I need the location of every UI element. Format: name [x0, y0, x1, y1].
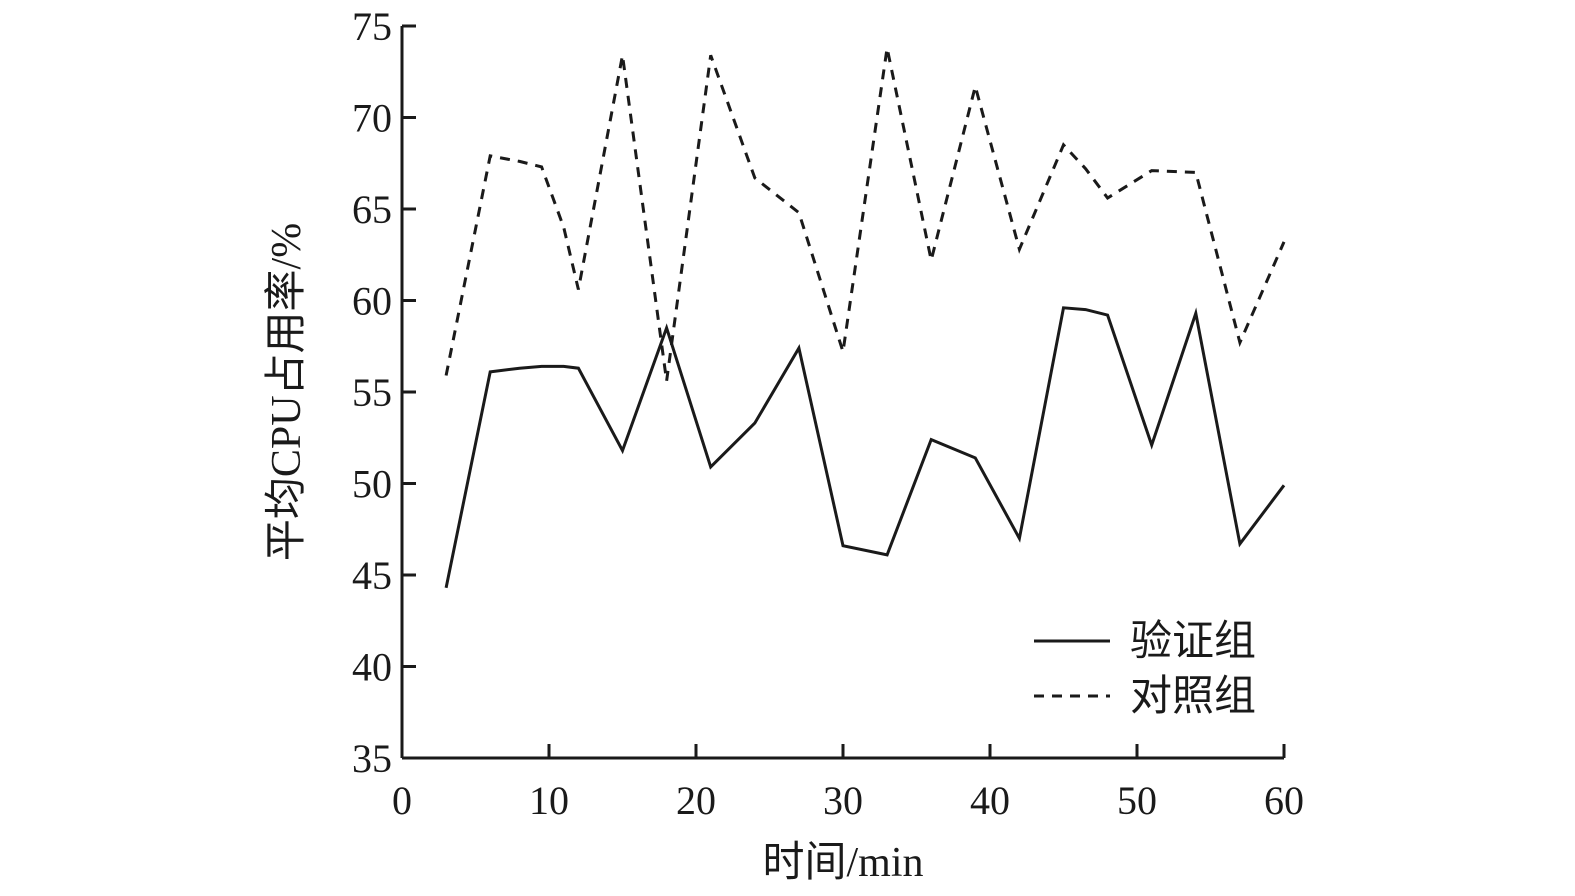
y-tick-label: 40 — [352, 645, 392, 690]
y-tick-label: 75 — [352, 4, 392, 49]
y-tick-label: 55 — [352, 370, 392, 415]
y-tick-label: 70 — [352, 96, 392, 141]
legend-label-series-1: 验证组 — [1130, 618, 1256, 665]
series-layer — [444, 47, 1286, 589]
legend: 验证组 对照组 — [1034, 618, 1256, 720]
y-tick-label: 65 — [352, 187, 392, 232]
x-axis-label: 时间/min — [762, 840, 923, 886]
x-tick-label: 60 — [1264, 778, 1304, 823]
x-tick-label: 40 — [970, 778, 1010, 823]
y-tick-label: 35 — [352, 736, 392, 781]
legend-label-series-2: 对照组 — [1130, 674, 1256, 720]
series-line-2 — [444, 47, 1286, 382]
x-tick-label: 30 — [823, 778, 863, 823]
y-ticks: 35 40 45 50 55 60 65 70 75 — [352, 4, 416, 781]
x-tick-label: 0 — [392, 778, 412, 823]
y-tick-label: 50 — [352, 462, 392, 507]
y-tick-label: 60 — [352, 279, 392, 324]
x-ticks: 0 10 20 30 40 50 60 — [392, 744, 1304, 823]
series-line-1 — [444, 306, 1286, 589]
y-tick-label: 45 — [352, 553, 392, 598]
x-tick-label: 10 — [529, 778, 569, 823]
y-axis-label: 平均CPU占用率/% — [263, 223, 310, 561]
x-tick-label: 50 — [1117, 778, 1157, 823]
x-tick-label: 20 — [676, 778, 716, 823]
